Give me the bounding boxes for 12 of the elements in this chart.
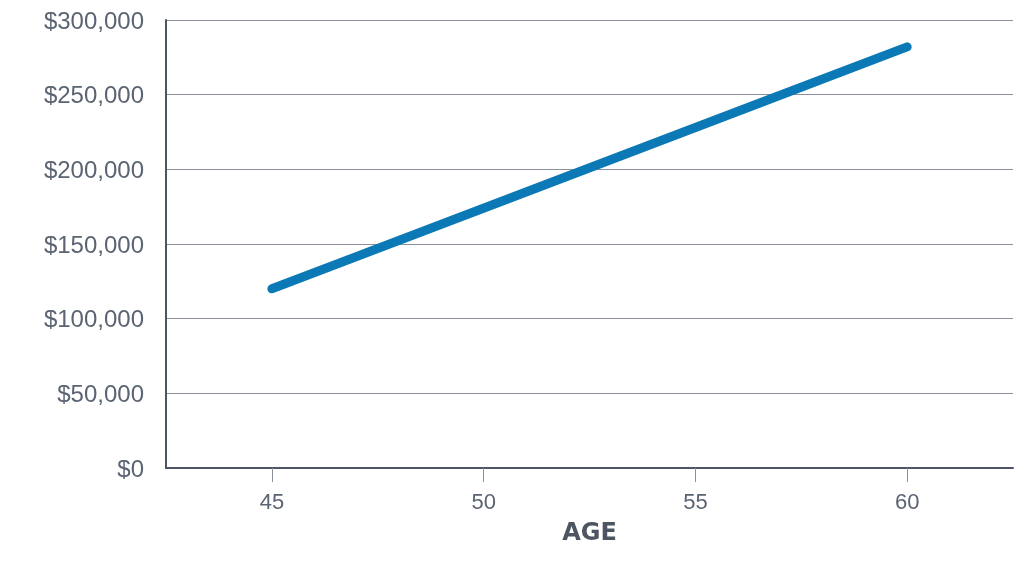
x-tick-label: 45 [259, 488, 285, 514]
y-tick-label: $250,000 [43, 81, 144, 109]
y-tick-label: $0 [117, 454, 144, 482]
y-tick-label: $50,000 [57, 379, 144, 407]
x-tick-label: 60 [894, 488, 920, 514]
x-tick-label: 55 [683, 488, 708, 514]
y-tick-label: $200,000 [43, 155, 144, 183]
x-tick-label: 50 [471, 488, 496, 514]
x-axis-title: AGE [562, 518, 617, 546]
y-tick-label: $100,000 [43, 305, 144, 333]
y-tick-label: $300,000 [43, 6, 144, 34]
y-tick-label: $150,000 [43, 230, 144, 258]
